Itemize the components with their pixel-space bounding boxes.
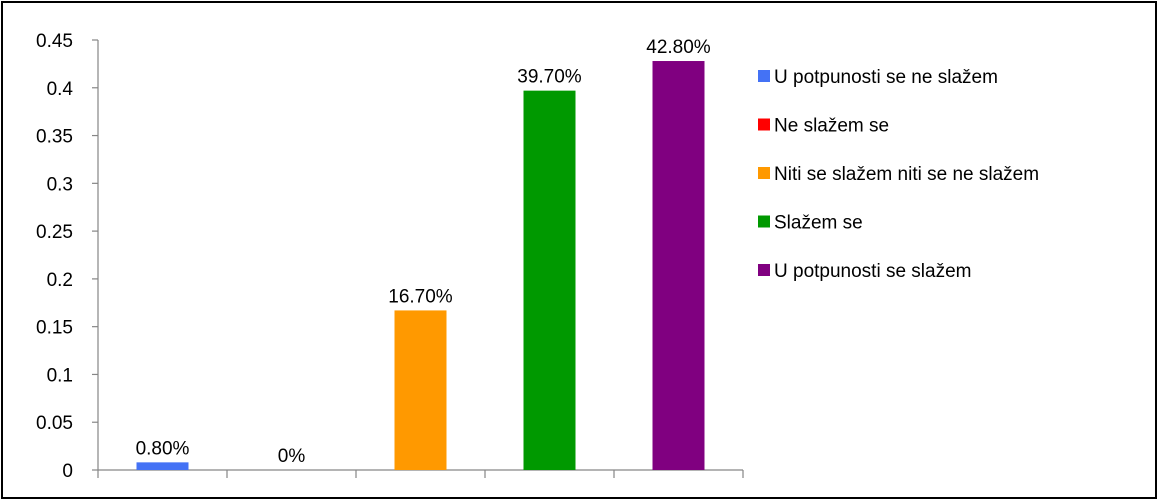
y-tick-label: 0.1 (47, 365, 73, 386)
legend-swatch (758, 264, 770, 276)
legend-swatch (758, 167, 770, 179)
bars (136, 61, 705, 471)
y-tick-label: 0.15 (36, 318, 73, 339)
data-label: 0.80% (136, 438, 190, 459)
legend-label: U potpunosti se slažem (774, 261, 972, 282)
data-label: 16.70% (388, 286, 453, 307)
y-tick-label: 0.2 (47, 270, 73, 291)
y-tick-label: 0.4 (47, 79, 74, 100)
y-tick-label: 0.35 (36, 127, 73, 148)
data-label: 42.80% (646, 37, 711, 58)
legend-label: Slažem se (774, 213, 863, 234)
data-labels: 0.80% 0% 16.70% 39.70% 42.80% (136, 37, 711, 467)
y-tick-label: 0.05 (36, 413, 73, 434)
y-tick-label: 0.3 (47, 174, 73, 195)
legend-label: Ne slažem se (774, 116, 889, 137)
data-label: 39.70% (517, 67, 582, 88)
legend-swatch (758, 118, 770, 131)
y-tick-label: 0.45 (36, 31, 73, 52)
bar (652, 61, 705, 471)
legend-swatch (758, 215, 770, 228)
y-tick-label: 0 (62, 461, 73, 482)
legend: U potpunosti se ne slažem Ne slažem se Nit… (758, 67, 1039, 282)
legend-label: Niti se slažem niti se ne slažem (774, 164, 1039, 185)
bar (394, 310, 447, 470)
legend-swatch (758, 70, 770, 82)
y-tick-label: 0.25 (36, 222, 73, 243)
bar (136, 462, 189, 470)
axes: 0 0.05 0.1 0.15 0.2 0.25 0.3 0.35 0.4 0.45 (36, 31, 744, 482)
data-label: 0% (278, 446, 306, 467)
bar (523, 90, 576, 471)
legend-label: U potpunosti se ne slažem (774, 67, 998, 88)
